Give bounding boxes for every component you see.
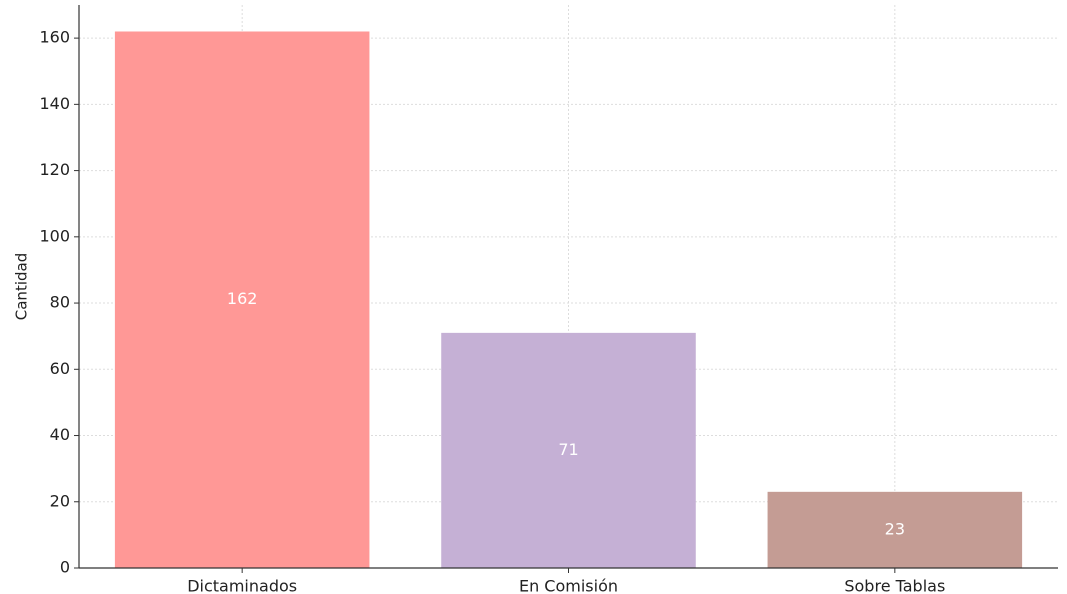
y-tick-label: 20 — [50, 491, 70, 510]
bar-en-comisi-n — [441, 332, 696, 568]
bar-value-label: 23 — [885, 519, 905, 538]
y-ticks: 0 20 40 60 80 100 120 140 160 — [39, 28, 79, 577]
bar-value-label: 71 — [558, 440, 578, 459]
y-tick-label: 100 — [39, 226, 70, 245]
y-tick-label: 120 — [39, 160, 70, 179]
y-tick-label: 160 — [39, 28, 70, 47]
y-tick-label: 60 — [50, 359, 70, 378]
y-tick-label: 80 — [50, 293, 70, 312]
bar-value-labels: 162 71 23 — [227, 289, 905, 538]
y-tick-label: 40 — [50, 425, 70, 444]
y-axis-label: Cantidad — [13, 253, 31, 320]
x-tick-label: Dictaminados — [187, 577, 297, 594]
y-tick-label: 0 — [60, 558, 70, 577]
y-tick-label: 140 — [39, 94, 70, 113]
x-tick-label: En Comisión — [519, 577, 618, 594]
x-tick-label: Sobre Tablas — [844, 577, 945, 594]
bars — [114, 31, 1023, 568]
bar-dictaminados — [114, 31, 370, 568]
bar-sobre-tablas — [767, 491, 1023, 568]
bar-value-label: 162 — [227, 289, 258, 308]
x-ticks: Dictaminados En Comisión Sobre Tablas — [187, 568, 945, 594]
